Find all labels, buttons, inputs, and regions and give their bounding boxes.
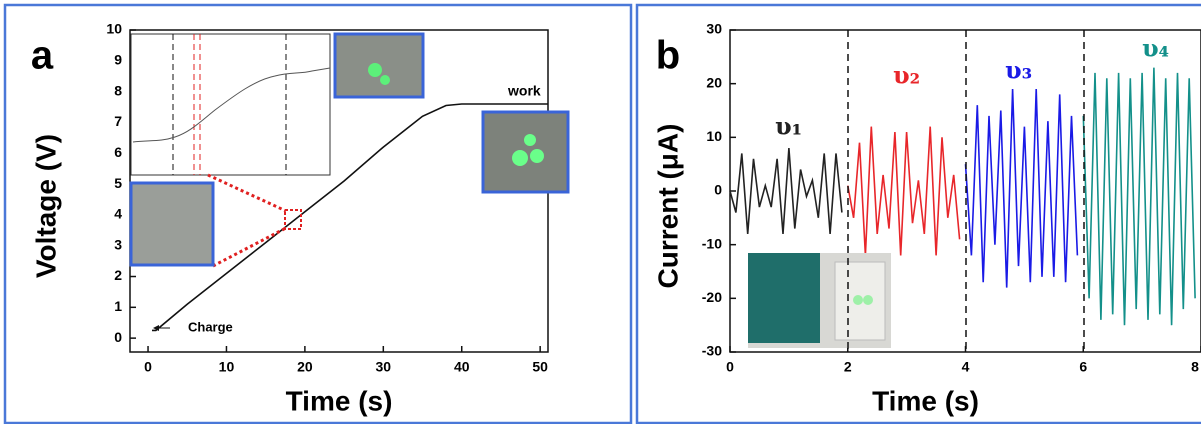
- x-tick-label: 4: [962, 359, 970, 375]
- y-axis-title: Voltage (V): [30, 134, 61, 278]
- y-tick-label: 10: [106, 21, 122, 37]
- x-tick-label: 50: [532, 359, 548, 375]
- series-label: υ₁: [775, 112, 802, 141]
- y-axis-title: Current (μA): [652, 124, 683, 289]
- zoom-line: [208, 175, 286, 211]
- series-line: [966, 89, 1078, 288]
- y-tick-label: 10: [706, 128, 722, 144]
- annotation: b: [656, 34, 680, 78]
- series-line: [1083, 68, 1195, 326]
- series-line: [848, 127, 960, 256]
- page: 01234567891001020304050Time (s)Voltage (…: [0, 0, 1201, 424]
- led: [368, 63, 382, 77]
- x-tick-label: 20: [297, 359, 313, 375]
- led: [380, 75, 390, 85]
- led: [512, 150, 528, 166]
- y-tick-label: 8: [114, 82, 122, 98]
- led: [863, 295, 873, 305]
- x-tick-label: 6: [1079, 359, 1087, 375]
- led: [530, 149, 544, 163]
- x-tick-label: 40: [454, 359, 470, 375]
- y-tick-label: 20: [706, 74, 722, 90]
- photo: [131, 183, 213, 265]
- y-tick-label: 6: [114, 144, 122, 160]
- photo: [483, 112, 568, 192]
- y-tick-label: 9: [114, 52, 122, 68]
- series-label: υ₃: [1005, 56, 1032, 85]
- y-tick-label: -10: [702, 235, 722, 251]
- figure: 01234567891001020304050Time (s)Voltage (…: [0, 0, 1201, 424]
- annotation: work: [507, 83, 541, 99]
- y-tick-label: -20: [702, 289, 722, 305]
- x-axis-title: Time (s): [872, 385, 979, 416]
- led: [853, 295, 863, 305]
- x-tick-label: 2: [844, 359, 852, 375]
- y-tick-label: -30: [702, 343, 722, 359]
- x-tick-label: 30: [376, 359, 392, 375]
- y-tick-label: 7: [114, 113, 122, 129]
- x-tick-label: 0: [726, 359, 734, 375]
- series-label: υ₂: [893, 61, 920, 90]
- annotation: a: [31, 34, 54, 78]
- x-tick-label: 0: [144, 359, 152, 375]
- y-tick-label: 3: [114, 236, 122, 252]
- y-tick-label: 5: [114, 175, 122, 191]
- y-tick-label: 30: [706, 21, 722, 37]
- y-tick-label: 2: [114, 267, 122, 283]
- inset-chart: [131, 34, 330, 175]
- y-tick-label: 0: [114, 329, 122, 345]
- y-tick-label: 4: [114, 206, 122, 222]
- glove: [748, 253, 820, 343]
- y-tick-label: 0: [714, 182, 722, 198]
- inset-frame: [131, 34, 330, 175]
- zoom-line: [213, 228, 286, 266]
- annotation: Charge: [188, 319, 233, 334]
- y-tick-label: 1: [114, 298, 122, 314]
- series-line: [730, 148, 842, 234]
- series-label: υ₄: [1142, 34, 1169, 63]
- x-tick-label: 8: [1191, 359, 1199, 375]
- x-tick-label: 10: [219, 359, 235, 375]
- x-axis-title: Time (s): [286, 385, 393, 416]
- led: [524, 134, 536, 146]
